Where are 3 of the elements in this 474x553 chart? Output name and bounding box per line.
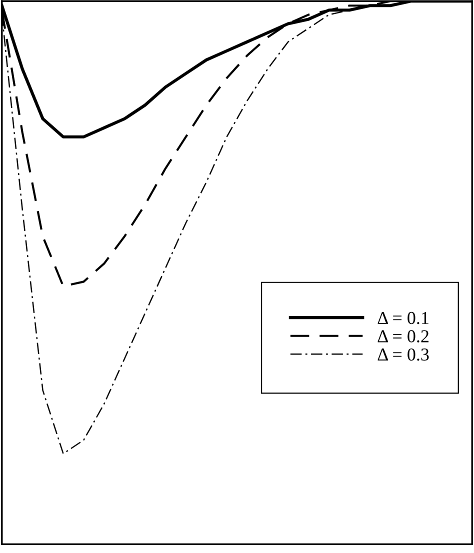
- legend-label: Δ = 0.3: [378, 348, 429, 361]
- legend-label: Δ = 0.1: [378, 312, 428, 324]
- legend-label: Δ = 0.2: [378, 330, 428, 342]
